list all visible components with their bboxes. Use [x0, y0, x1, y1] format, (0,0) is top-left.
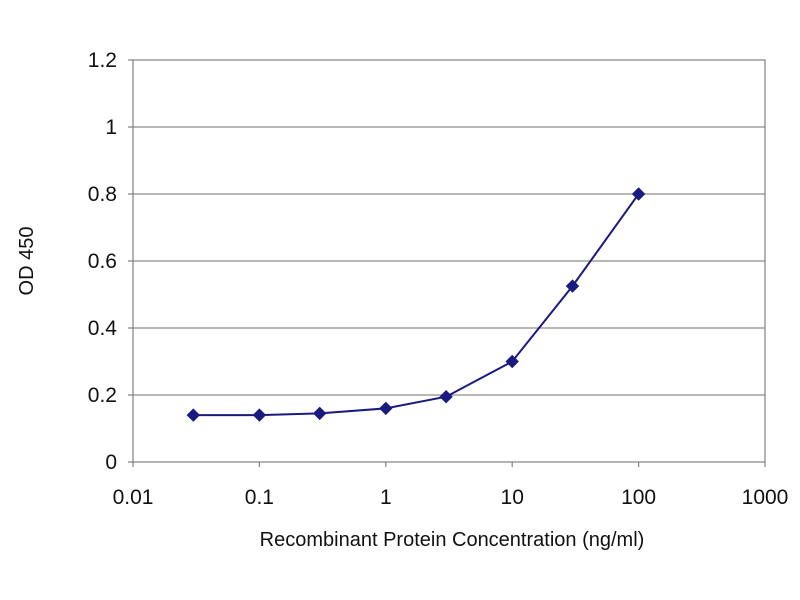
- x-tick-label: 1000: [742, 486, 789, 509]
- y-tick-label: 1: [105, 116, 117, 139]
- data-point: [312, 406, 327, 421]
- y-tick-label: 0.8: [88, 183, 117, 206]
- series-line: [193, 193, 640, 417]
- x-tick-label: 1: [380, 486, 392, 509]
- y-tick-label: 0.6: [88, 250, 117, 273]
- x-tick-label: 0.01: [113, 486, 154, 509]
- y-axis-title: OD 450: [16, 227, 38, 296]
- series-layer: [186, 187, 646, 422]
- y-tick-label: 0: [105, 451, 117, 474]
- y-tick-label: 1.2: [88, 49, 117, 72]
- x-tick-label: 0.1: [245, 486, 274, 509]
- axes: 0 0.2 0.4 0.6 0.8 1 1.2 0.01 0.1 1 10 100 1000: [88, 49, 789, 509]
- data-point: [379, 401, 393, 416]
- data-point: [505, 354, 519, 369]
- data-point: [631, 187, 646, 201]
- data-point: [252, 408, 267, 422]
- x-axis-title: Recombinant Protein Concentration (ng/ml…: [260, 529, 645, 551]
- y-tick-label: 0.4: [88, 317, 118, 340]
- data-point: [439, 389, 453, 404]
- x-tick-label: 10: [501, 486, 524, 509]
- grid-lines: [133, 126, 765, 396]
- x-tick-label: 100: [621, 486, 656, 509]
- data-point: [186, 408, 201, 422]
- y-tick-label: 0.2: [88, 384, 117, 407]
- data-point: [565, 279, 580, 293]
